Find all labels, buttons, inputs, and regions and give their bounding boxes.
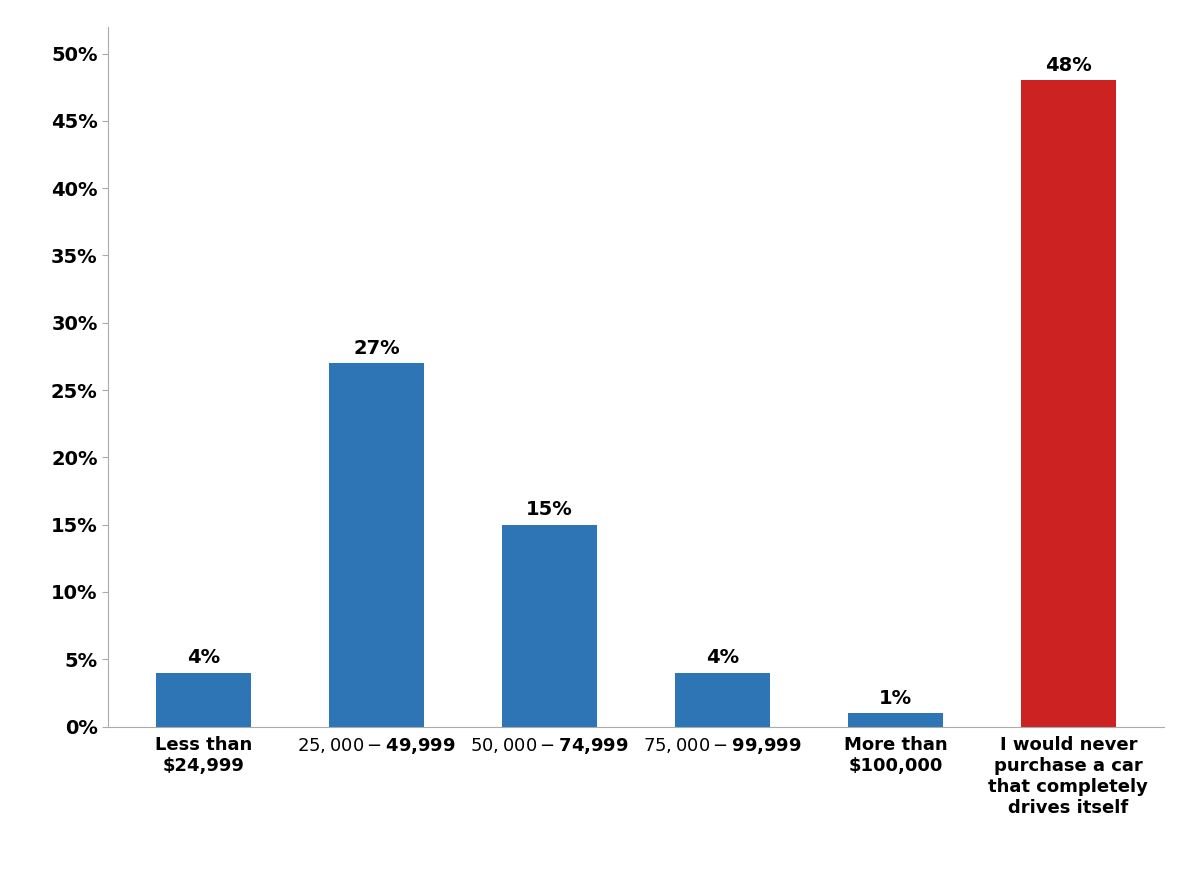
Bar — [1021, 81, 1116, 727]
Text: 1%: 1% — [878, 688, 912, 708]
Text: 27%: 27% — [353, 338, 400, 358]
Text: 48%: 48% — [1045, 56, 1092, 75]
Bar — [674, 672, 770, 727]
Text: 15%: 15% — [526, 501, 572, 519]
Text: 4%: 4% — [187, 649, 220, 667]
Bar — [848, 713, 943, 727]
Bar — [156, 672, 251, 727]
Text: 4%: 4% — [706, 649, 739, 667]
Bar — [329, 363, 424, 727]
Bar — [502, 525, 598, 727]
